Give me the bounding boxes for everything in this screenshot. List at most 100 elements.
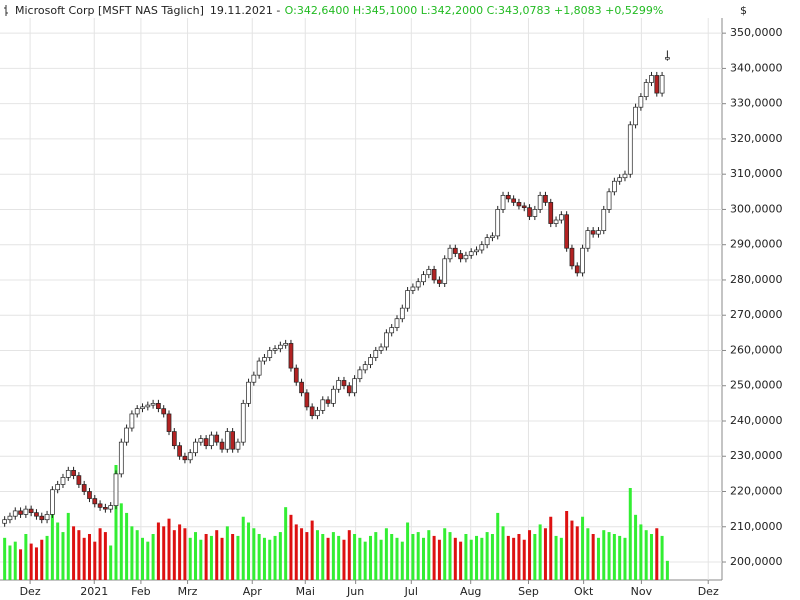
volume-bar: [294, 524, 298, 580]
y-tick-label: 350,0000: [730, 26, 783, 39]
candle-body: [293, 367, 299, 383]
candle-body: [44, 514, 50, 521]
candle-body: [362, 364, 368, 371]
candle-body: [574, 265, 580, 274]
candle-body: [421, 274, 426, 283]
volume-bar: [443, 528, 447, 580]
volume-bar: [347, 530, 351, 580]
candle-body: [505, 194, 511, 200]
candle-body: [2, 519, 8, 524]
candle-body: [394, 318, 400, 328]
volume-bar: [496, 512, 500, 580]
candle-body: [346, 385, 352, 394]
candle-body: [474, 249, 479, 253]
candle-body: [315, 410, 320, 417]
volume-bar: [581, 516, 585, 580]
volume-bar: [125, 512, 129, 580]
volume-bar: [596, 537, 600, 580]
volume-bar: [284, 507, 288, 580]
y-tick-label: 290,0000: [730, 238, 783, 251]
volume-bar: [469, 539, 473, 580]
x-tick-label: Okt: [574, 585, 594, 598]
candle-body: [39, 515, 45, 521]
candle-body: [405, 290, 410, 309]
volume-bar: [506, 535, 510, 580]
candle-body: [156, 403, 161, 409]
candle-body: [50, 489, 55, 515]
x-tick-label: Apr: [243, 585, 263, 598]
volume-bar: [305, 532, 309, 580]
volume-bar: [61, 532, 65, 580]
volume-bar: [178, 524, 182, 580]
candle-body: [437, 279, 442, 284]
candle-body: [389, 327, 395, 334]
candle-body: [124, 427, 129, 443]
volume-bar: [618, 535, 622, 580]
volume-bar: [252, 528, 256, 580]
candle-body: [495, 209, 501, 237]
candle-body: [240, 403, 246, 443]
candle-body: [81, 484, 87, 492]
candle-body: [341, 380, 347, 387]
volume-bar: [379, 539, 383, 580]
volume-bar: [289, 514, 293, 580]
volume-bar: [162, 526, 166, 580]
volume-bar: [204, 534, 208, 580]
candle-body: [87, 491, 92, 499]
volume-bar: [66, 512, 70, 580]
candle-body: [527, 207, 532, 217]
candle-body: [643, 82, 649, 97]
volume-bar: [103, 532, 107, 580]
candle-body: [320, 399, 326, 411]
volume-bar: [628, 488, 632, 580]
volume-bar: [56, 522, 60, 580]
volume-bar: [278, 532, 282, 580]
volume-bar: [215, 530, 219, 580]
candle-body: [431, 269, 437, 281]
candle-body: [118, 441, 124, 475]
volume-bar: [565, 511, 569, 580]
volume-bar: [512, 537, 516, 580]
volume-bar: [665, 560, 669, 580]
candle-body: [309, 406, 315, 417]
x-tick-label: Jun: [346, 585, 364, 598]
volume-bar: [220, 537, 224, 580]
y-tick-label: 210,0000: [730, 520, 783, 533]
volume-bar: [459, 541, 463, 580]
volume-bar: [262, 537, 266, 580]
volume-bar: [634, 514, 638, 580]
candle-body: [134, 408, 140, 415]
volume-bar: [135, 530, 139, 580]
volume-bar: [586, 528, 590, 580]
candle-body: [299, 381, 304, 394]
volume-bar: [24, 534, 28, 580]
candle-body: [384, 332, 389, 348]
volume-bar: [82, 537, 86, 580]
x-tick-label: Mrz: [178, 585, 198, 598]
x-tick-label: Nov: [631, 585, 653, 598]
candle-body: [511, 198, 516, 203]
volume-bar: [522, 539, 526, 580]
volume-bar: [384, 528, 388, 580]
candle-body: [500, 194, 506, 210]
candle-body: [256, 360, 262, 376]
candle-body: [166, 413, 172, 432]
candle-body: [479, 244, 485, 251]
candle-body: [537, 194, 543, 210]
candle-body: [182, 455, 188, 461]
volume-bar: [151, 534, 155, 580]
volume-bar: [194, 532, 198, 580]
y-tick-label: 260,0000: [730, 343, 783, 356]
y-tick-label: 320,0000: [730, 132, 783, 145]
volume-bar: [480, 537, 484, 580]
volume-bar: [114, 465, 118, 580]
volume-bar: [331, 532, 335, 580]
volume-bar: [602, 530, 606, 580]
volume-bars: [3, 465, 669, 580]
candle-body: [553, 219, 559, 224]
volume-bar: [3, 537, 7, 580]
volume-bar: [241, 516, 245, 580]
volume-bar: [437, 539, 441, 580]
